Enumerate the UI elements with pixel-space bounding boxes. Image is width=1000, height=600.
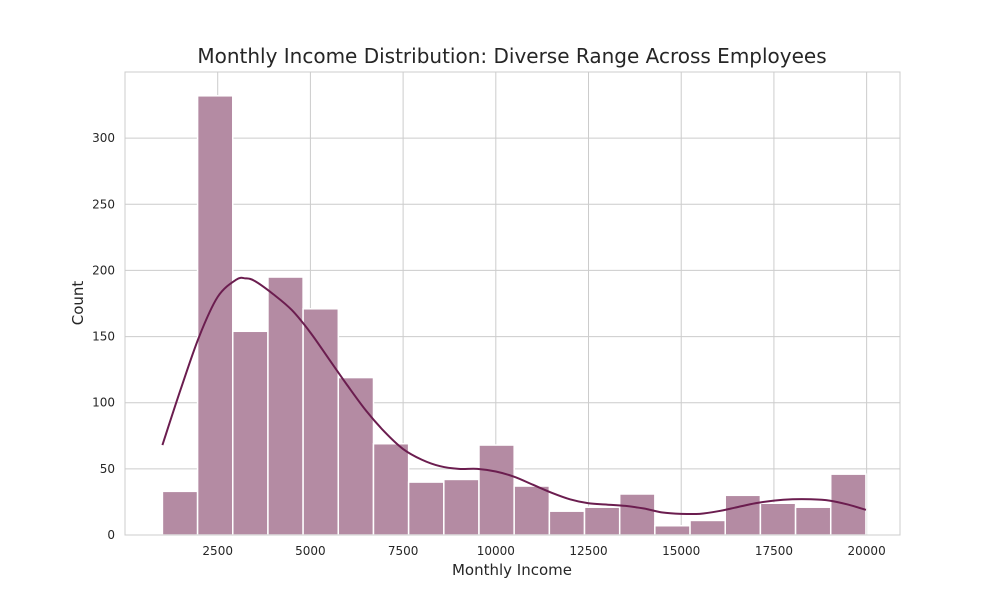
- y-tick-label: 200: [92, 263, 115, 277]
- x-tick-label: 10000: [477, 544, 515, 558]
- histogram-bar: [689, 519, 726, 536]
- histogram-bar: [302, 308, 340, 536]
- histogram-bar: [548, 510, 586, 536]
- histogram-bar: [513, 485, 551, 536]
- histogram-bar: [724, 494, 762, 536]
- histogram-bar: [267, 276, 304, 536]
- plot-frame: [124, 71, 901, 536]
- histogram-bar: [759, 502, 797, 536]
- histogram-bar: [161, 490, 199, 536]
- y-tick-labels: 0 50 100 150 200 250 300: [92, 131, 115, 542]
- x-tick-label: 20000: [848, 544, 886, 558]
- x-tick-label: 7500: [388, 544, 419, 558]
- x-tick-labels: 2500 5000 7500 10000 12500 15000 17500 20000: [202, 544, 885, 558]
- x-tick-label: 17500: [755, 544, 793, 558]
- histogram-bar: [794, 506, 832, 536]
- x-axis-label: Monthly Income: [452, 561, 572, 579]
- histogram-bar: [196, 95, 234, 536]
- x-tick-label: 12500: [569, 544, 607, 558]
- y-tick-label: 0: [107, 528, 115, 542]
- kde-curve: [161, 276, 867, 516]
- y-tick-label: 300: [92, 131, 115, 145]
- histogram-bar: [583, 506, 621, 536]
- histogram-bar: [337, 376, 375, 536]
- y-tick-label: 150: [92, 330, 115, 344]
- x-tick-label: 5000: [295, 544, 326, 558]
- histogram-bar: [618, 493, 656, 536]
- histogram-bar: [443, 478, 480, 536]
- histogram-bars: [161, 95, 867, 536]
- histogram-bar: [232, 330, 269, 536]
- chart-title: Monthly Income Distribution: Diverse Ran…: [197, 44, 826, 68]
- y-tick-label: 50: [100, 462, 115, 476]
- histogram-bar: [407, 481, 445, 536]
- y-axis-label: Count: [69, 281, 87, 326]
- y-tick-label: 250: [92, 197, 115, 211]
- histogram-bar: [372, 442, 410, 536]
- histogram-bar: [478, 444, 515, 536]
- histogram-bar: [654, 524, 691, 536]
- x-tick-label: 2500: [202, 544, 233, 558]
- y-tick-label: 100: [92, 396, 115, 410]
- x-tick-label: 15000: [662, 544, 700, 558]
